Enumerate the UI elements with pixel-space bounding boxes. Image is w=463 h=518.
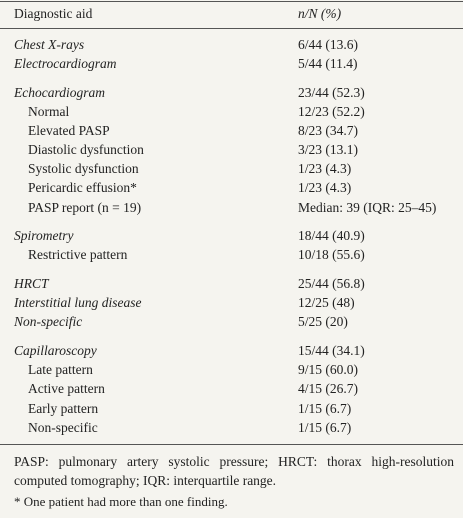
row-value: 5/25 (20) (298, 314, 348, 330)
row-label: Spirometry (14, 228, 74, 244)
row-label: Pericardic effusion* (28, 180, 137, 196)
row-value: 5/44 (11.4) (298, 56, 358, 72)
row-value: 4/15 (26.7) (298, 381, 358, 397)
bottom-rule (0, 444, 463, 445)
row-label: Restrictive pattern (28, 247, 128, 263)
row-value: 8/23 (34.7) (298, 123, 358, 139)
row-label: PASP report (n = 19) (28, 199, 142, 215)
row-label: Electrocardiogram (14, 56, 117, 72)
row-value: 25/44 (56.8) (298, 276, 365, 292)
row-label: Late pattern (28, 362, 93, 378)
row-value: 3/23 (13.1) (298, 142, 358, 158)
row-value: 1/23 (4.3) (298, 180, 352, 196)
row-label: Chest X-rays (14, 37, 85, 52)
row-value: 6/44 (13.6) (298, 37, 358, 52)
row-label: Normal (28, 104, 70, 119)
row-label: Capillaroscopy (14, 343, 97, 359)
footnote: * One patient had more than one finding. (14, 494, 228, 509)
row-value: 1/15 (6.7) (298, 400, 352, 416)
header-rule (0, 28, 463, 29)
row-value: 15/44 (34.1) (298, 343, 365, 359)
header-cell: Diagnostic aid (14, 6, 93, 21)
row-label: Elevated PASP (28, 123, 110, 139)
row-label: Interstitial lung disease (14, 295, 142, 311)
footnote: PASP: pulmonary artery systolic pressure… (14, 454, 454, 488)
row-value: 1/23 (4.3) (298, 161, 352, 177)
row-label: Active pattern (28, 381, 105, 397)
row-label: Early pattern (28, 400, 99, 416)
row-value: 12/25 (48) (298, 295, 355, 311)
header-cell: n/N (%) (298, 6, 342, 21)
row-value: 9/15 (60.0) (298, 362, 358, 378)
row-label: Non-specific (28, 419, 98, 435)
row-value: 1/15 (6.7) (298, 419, 352, 435)
row-label: HRCT (14, 276, 49, 292)
row-value: 23/44 (52.3) (298, 84, 365, 100)
row-label: Diastolic dysfunction (28, 142, 144, 158)
row-label: Echocardiogram (14, 84, 105, 100)
row-value: 18/44 (40.9) (298, 228, 365, 244)
row-value: Median: 39 (IQR: 25–45) (298, 199, 437, 215)
row-label: Systolic dysfunction (28, 161, 139, 177)
top-rule (0, 1, 463, 2)
row-value: 12/23 (52.2) (298, 104, 365, 119)
row-value: 10/18 (55.6) (298, 247, 365, 263)
row-label: Non-specific (14, 314, 83, 330)
